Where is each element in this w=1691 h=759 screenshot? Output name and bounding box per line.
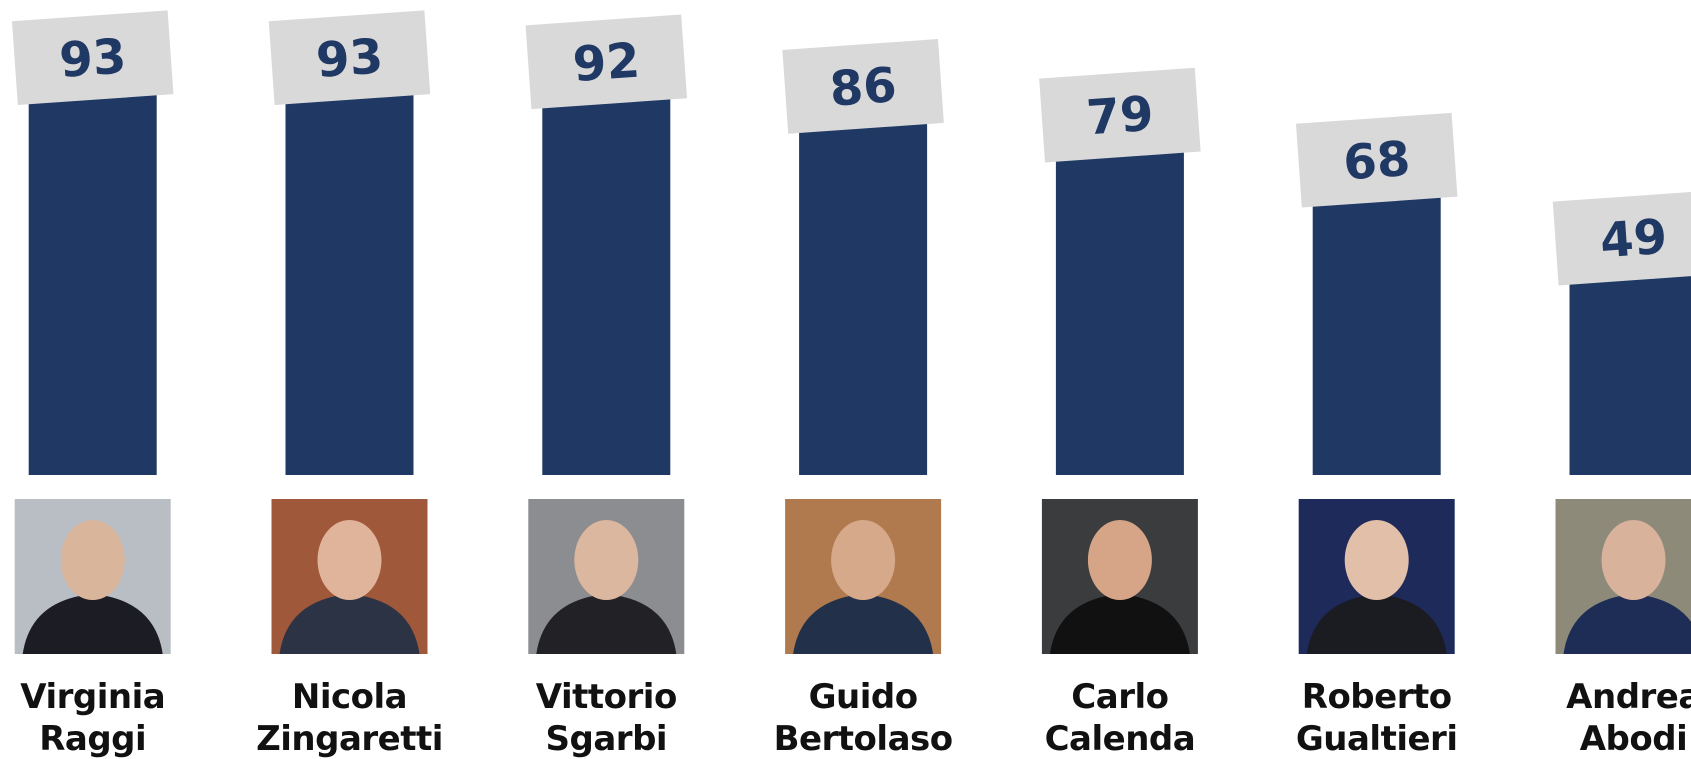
photo-head [1088,520,1152,600]
photo [785,499,941,654]
chart-canvas: 93 93 92 86 79 68 49 [0,0,1691,759]
x-tick-label: Andrea Abodi [1514,676,1691,759]
bar [286,94,414,475]
value-label: 86 [828,57,899,118]
value-label-box: 86 [782,39,943,134]
bar [29,94,157,475]
x-tick-label: Roberto Gualtieri [1257,676,1497,759]
bar [542,98,670,475]
bar [1570,274,1691,475]
photo-head [61,520,125,600]
photo-head [1345,520,1409,600]
photo-head [1602,520,1666,600]
value-label: 93 [314,28,385,89]
bar [1056,151,1184,475]
chart: 93 93 92 86 79 68 49 Virginia RaggiNicola Zing… [0,0,1691,759]
photo [1556,499,1691,654]
value-label-box: 92 [526,14,687,109]
photo [15,499,171,654]
x-tick-label: Guido Bertolaso [743,676,983,759]
x-tick-label: Vittorio Sgarbi [486,676,726,759]
x-tick-label: Carlo Calenda [1000,676,1240,759]
value-label-box: 68 [1296,113,1457,208]
photo-head [574,520,638,600]
bar [1313,196,1441,475]
value-label: 93 [57,28,128,89]
value-label: 79 [1085,86,1156,147]
x-tick-label: Virginia Raggi [0,676,213,759]
value-label: 92 [571,33,642,94]
photo [528,499,684,654]
x-tick-label: Nicola Zingaretti [230,676,470,759]
value-label-box: 93 [269,10,430,105]
photo [1042,499,1198,654]
value-label-box: 79 [1039,68,1200,163]
value-label-box: 49 [1553,191,1691,286]
photo-head [831,520,895,600]
photo-head [318,520,382,600]
bar [799,122,927,475]
photo [1299,499,1455,654]
photo [272,499,428,654]
value-label: 68 [1341,131,1412,192]
value-label: 49 [1598,209,1669,270]
value-label-box: 93 [12,10,173,105]
